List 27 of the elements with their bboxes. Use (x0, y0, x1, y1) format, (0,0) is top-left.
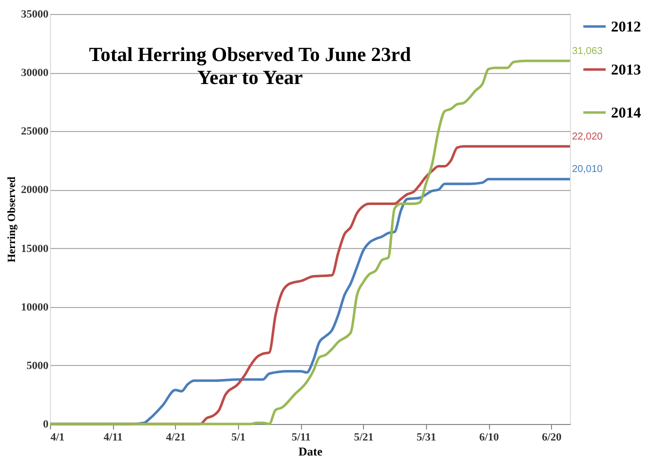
x-tick-label: 5/31 (416, 432, 436, 444)
text: Total Herring Observed To June 23rd (88, 44, 412, 66)
x-tick-label: 4/21 (166, 432, 186, 444)
y-axis-title: Herring Observed (6, 176, 18, 262)
x-tick-label: 4/1 (50, 432, 65, 444)
legend-label: 2014 (611, 106, 642, 122)
x-tick-label: 4/11 (104, 432, 123, 444)
text: Year to Year (197, 67, 303, 89)
text: 20,010 (572, 164, 604, 176)
y-tick-label: 25000 (21, 126, 49, 138)
y-tick-label: 20000 (21, 184, 49, 196)
y-tick-label: 30000 (21, 67, 49, 80)
y-tick-label: 15000 (21, 242, 49, 255)
y-tick-label: 5000 (26, 360, 49, 372)
legend-label: 2012 (611, 20, 641, 36)
x-axis-title: Date (298, 444, 324, 458)
x-tick-label: 6/10 (479, 432, 500, 444)
x-tick-label: 5/1 (231, 432, 246, 444)
y-tick-label: 10000 (21, 301, 49, 314)
text: 22,020 (572, 131, 604, 142)
x-tick-label: 5/11 (292, 432, 311, 444)
text: 31,063 (572, 46, 604, 57)
y-tick-label: 0 (43, 418, 49, 430)
legend-label: 2013 (611, 62, 641, 78)
x-tick-label: 6/20 (542, 432, 562, 444)
x-tick-label: 5/21 (354, 432, 374, 444)
y-tick-label: 35000 (21, 8, 49, 20)
